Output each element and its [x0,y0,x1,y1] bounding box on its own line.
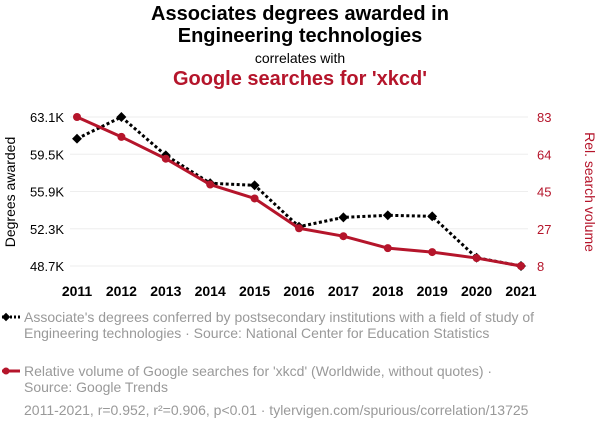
x-tick-label: 2015 [239,283,270,299]
series-point-1 [339,232,348,241]
series-point-1 [73,113,81,121]
chart-title-line-1: Associates degrees awarded in [151,3,449,25]
series-point-1 [117,132,126,141]
legend-swatch-searches [2,367,20,375]
series-point-1 [206,180,215,189]
chart-title: Associates degrees awarded in Engineerin… [0,3,600,47]
chart-footer: 2011-2021, r=0.952, r²=0.906, p<0.01 · t… [24,402,529,418]
series-point-1 [161,154,170,163]
series-point-0 [249,180,260,191]
series-point-0 [338,212,349,223]
legend-swatch-degrees [1,312,20,322]
y-right-tick-label: 8 [537,259,544,274]
series-point-0 [72,133,82,144]
x-tick-label: 2021 [505,283,536,299]
y-right-tick-label: 83 [537,110,551,125]
series-point-1 [295,224,303,233]
y-right-axis-title: Rel. search volume [582,132,598,252]
series-point-1 [472,254,481,263]
chart-second-title: Google searches for 'xkcd' [172,68,428,90]
x-tick-label: 2016 [283,283,314,299]
series-point-1 [250,194,259,203]
x-tick-label: 2011 [62,283,93,299]
x-tick-label: 2019 [417,283,448,299]
y-right-tick-label: 64 [537,147,551,162]
legend-label-degrees: Associate's degrees conferred by postsec… [24,309,535,341]
series-point-1 [428,248,437,257]
series-point-1 [517,262,525,270]
series-point-0 [382,210,393,221]
y-left-axis-title: Degrees awarded [2,137,18,248]
x-tick-label: 2017 [328,283,359,299]
series-point-0 [427,211,438,222]
y-left-tick-label: 59.5K [30,147,64,162]
y-left-tick-label: 52.3K [30,222,64,237]
y-left-tick-label: 48.7K [30,259,64,274]
y-left-tick-label: 55.9K [30,185,64,200]
x-tick-label: 2020 [461,283,492,299]
chart-subtitle: correlates with [254,50,346,66]
y-left-tick-label: 63.1K [30,110,64,125]
series-point-0 [116,112,127,122]
series-point-1 [383,244,392,253]
y-right-tick-label: 45 [537,185,551,200]
legend-label-searches: Relative volume of Google searches for '… [24,363,493,395]
x-tick-label: 2014 [195,283,226,299]
x-tick-label: 2013 [150,283,181,299]
chart-title-line-2: Engineering technologies [177,25,423,47]
y-right-tick-label: 27 [537,222,551,237]
x-tick-label: 2012 [106,283,137,299]
x-tick-label: 2018 [372,283,403,299]
